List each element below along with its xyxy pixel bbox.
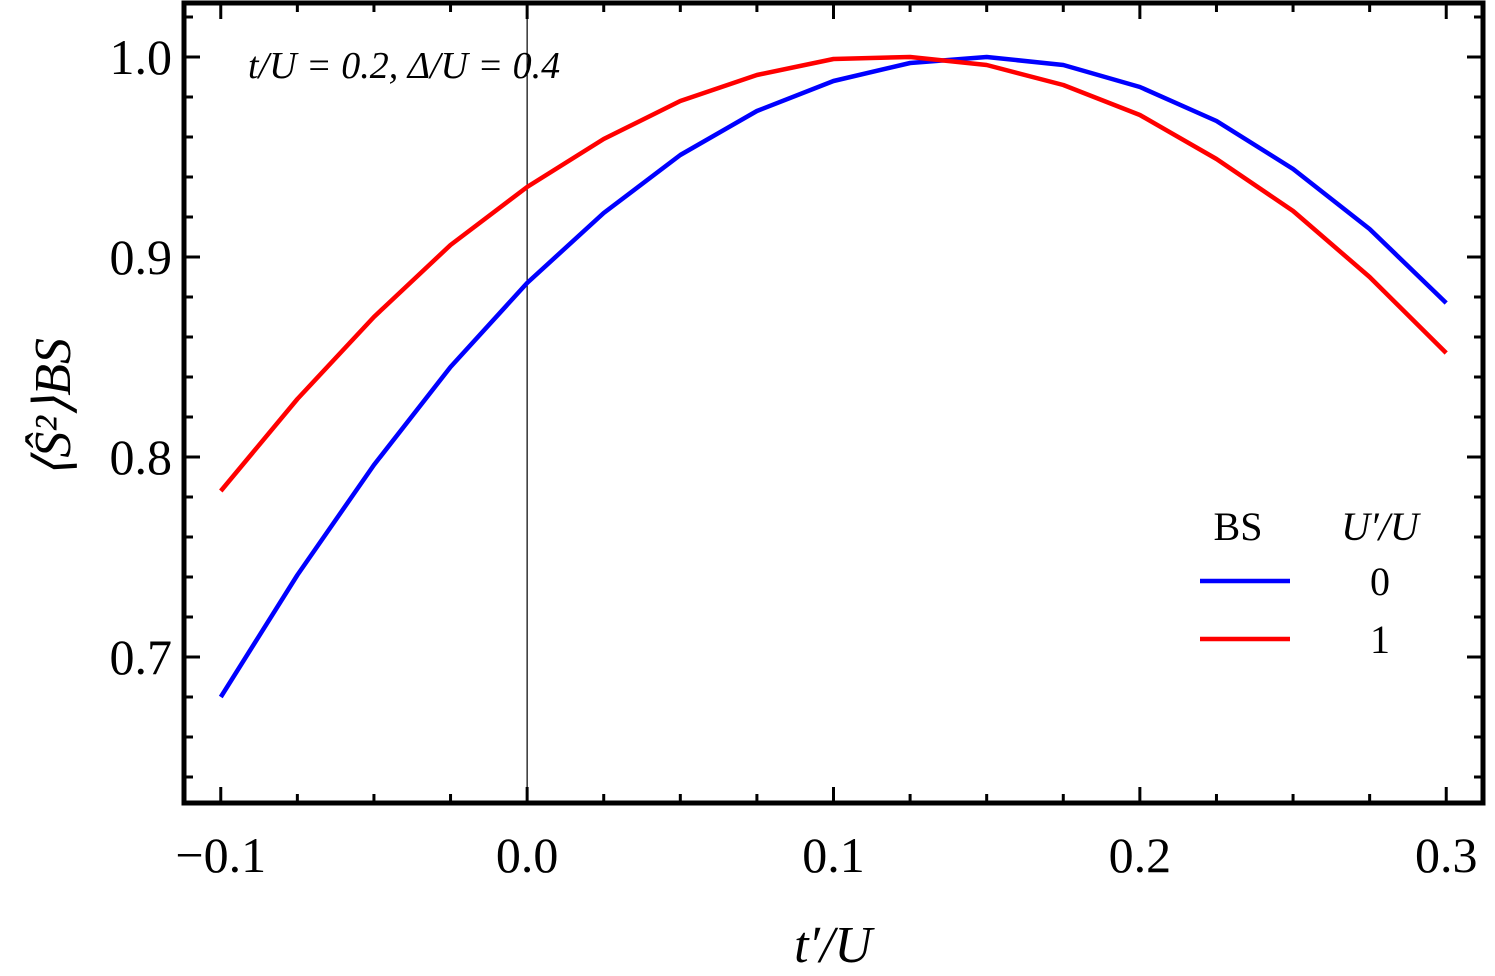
y-tick-label: 1.0	[110, 29, 173, 85]
x-tick-label: 0.3	[1415, 827, 1478, 883]
legend-title-uprime: U′/U	[1341, 504, 1422, 549]
axis-ticks	[184, 3, 1483, 803]
legend-label-0: 0	[1370, 559, 1390, 604]
legend: BS U′/U 01	[1200, 504, 1422, 662]
y-axis-label: ⟨Ŝ²⟩BS	[24, 338, 82, 478]
legend-title-bs: BS	[1214, 504, 1263, 549]
parameter-annotation: t/U = 0.2, Δ/U = 0.4	[248, 45, 560, 87]
y-tick-label: 0.7	[110, 629, 173, 685]
y-tick-label: 0.8	[110, 429, 173, 485]
x-tick-label: −0.1	[175, 827, 266, 883]
x-tick-labels: −0.1 0.0 0.1 0.2 0.3	[175, 827, 1477, 883]
series-line-0	[218, 54, 1448, 699]
x-tick-label: 0.0	[496, 827, 559, 883]
y-tick-label: 0.9	[110, 229, 173, 285]
legend-entries: 01	[1200, 559, 1390, 662]
series-line-1	[219, 54, 1448, 493]
x-tick-label: 0.1	[802, 827, 865, 883]
x-axis-label: t′/U	[794, 917, 875, 974]
x-tick-label: 0.2	[1109, 827, 1172, 883]
y-tick-labels: 0.7 0.8 0.9 1.0	[110, 29, 173, 685]
legend-label-1: 1	[1370, 617, 1390, 662]
series-layer	[218, 54, 1448, 699]
plot-frame	[181, 0, 1486, 806]
